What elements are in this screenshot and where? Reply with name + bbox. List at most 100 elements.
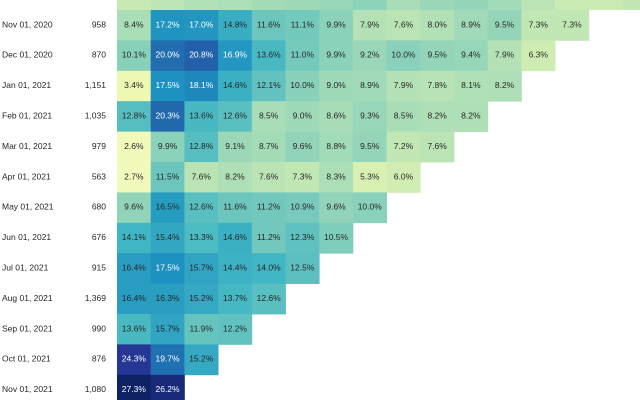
heatmap-cell: [117, 131, 152, 163]
cell-value-label: 8.9%: [461, 19, 481, 29]
heatmap-cell: [285, 101, 320, 132]
heatmap-cell: [251, 283, 286, 315]
heatmap-cell: [454, 70, 489, 102]
row-label: Mar 01, 2021: [2, 141, 52, 151]
heatmap-cell: [117, 253, 152, 284]
cell-value-label: 9.5%: [495, 19, 515, 29]
cohort-size-label: 979: [92, 141, 106, 151]
cell-value-label: 3.4%: [124, 80, 144, 90]
heatmap-cell: [150, 253, 185, 284]
cell-value-label: 9.3%: [360, 110, 380, 120]
heatmap-cell: [386, 162, 421, 193]
cell-value-label: 17.5%: [155, 262, 180, 272]
heatmap-cell-partial: [487, 0, 522, 10]
cell-value-label: 13.6%: [189, 110, 214, 120]
heatmap-cell-partial: [386, 0, 421, 10]
cell-value-label: 17.0%: [189, 19, 214, 29]
cell-value-label: 9.4%: [461, 50, 481, 60]
heatmap-cell: [285, 253, 320, 284]
cell-value-label: 14.6%: [223, 232, 248, 242]
heatmap-cell: [150, 283, 185, 315]
row-label: Nov 01, 2020: [2, 19, 53, 29]
heatmap-cell: [218, 253, 253, 284]
heatmap-cell: [319, 192, 354, 224]
heatmap-cell: [386, 131, 421, 163]
heatmap-cell: [285, 192, 320, 224]
heatmap-cell: [150, 374, 185, 400]
cell-value-label: 15.7%: [189, 262, 214, 272]
heatmap-cell: [352, 162, 387, 193]
cell-value-label: 9.6%: [326, 202, 346, 212]
cell-value-label: 7.6%: [192, 171, 212, 181]
heatmap-cell: [386, 10, 421, 41]
heatmap-cell-partial: [218, 0, 253, 10]
heatmap-cell: [285, 40, 320, 72]
heatmap-cell: [218, 10, 253, 41]
heatmap-cell-partial: [521, 0, 556, 10]
cell-value-label: 19.7%: [155, 354, 180, 364]
heatmap-cell: [352, 101, 387, 132]
heatmap-cell: [352, 70, 387, 102]
cohort-size-label: 958: [92, 19, 106, 29]
cell-value-label: 14.0%: [257, 262, 282, 272]
heatmap-cell-partial: [150, 0, 185, 10]
heatmap-cell: [117, 314, 152, 345]
cell-value-label: 24.3%: [122, 354, 147, 364]
cell-value-label: 15.4%: [155, 232, 180, 242]
cell-value-label: 7.3%: [562, 19, 582, 29]
heatmap-cell: [319, 40, 354, 72]
cell-value-label: 12.6%: [189, 202, 214, 212]
heatmap-cell: [555, 10, 590, 41]
row-label: Oct 01, 2021: [2, 354, 51, 364]
heatmap-cell: [184, 162, 219, 193]
heatmap-cell: [420, 70, 455, 102]
cell-value-label: 11.5%: [156, 171, 180, 181]
heatmap-cell: [251, 253, 286, 284]
cell-value-label: 7.6%: [427, 141, 447, 151]
cell-value-label: 8.6%: [326, 110, 346, 120]
cohort-size-label: 676: [92, 232, 106, 242]
cell-value-label: 16.3%: [155, 293, 180, 303]
cell-value-label: 8.7%: [259, 141, 279, 151]
cell-value-label: 8.5%: [259, 110, 279, 120]
cell-value-label: 9.9%: [158, 141, 178, 151]
cell-value-label: 14.1%: [122, 232, 147, 242]
heatmap-cell: [319, 131, 354, 163]
heatmap-cell: [218, 192, 253, 224]
heatmap-cell: [487, 10, 522, 41]
cohort-size-label: 680: [92, 202, 106, 212]
cell-value-label: 7.9%: [495, 50, 515, 60]
heatmap-cell: [117, 374, 152, 400]
cell-value-label: 9.5%: [427, 50, 447, 60]
cell-value-label: 10.0%: [391, 50, 416, 60]
cell-value-label: 8.2%: [427, 110, 447, 120]
cohort-size-label: 1,080: [85, 384, 107, 394]
heatmap-cell: [150, 192, 185, 224]
cell-value-label: 8.4%: [124, 19, 144, 29]
row-label: Nov 01, 2021: [2, 384, 53, 394]
cell-value-label: 20.8%: [189, 50, 214, 60]
cell-value-label: 11.2%: [257, 202, 281, 212]
cell-value-label: 2.7%: [124, 171, 144, 181]
heatmap-cell: [420, 40, 455, 72]
heatmap-cell: [150, 344, 185, 376]
cell-value-label: 16.9%: [223, 50, 248, 60]
cell-value-label: 13.6%: [122, 323, 147, 333]
heatmap-cell: [251, 222, 286, 254]
cell-value-label: 10.9%: [290, 202, 315, 212]
heatmap-cell: [487, 40, 522, 72]
cohort-size-label: 1,151: [85, 80, 107, 90]
heatmap-cell: [184, 101, 219, 132]
heatmap-cell: [454, 40, 489, 72]
cell-value-label: 7.8%: [427, 80, 447, 90]
heatmap-cell: [218, 283, 253, 315]
cohort-size-label: 876: [92, 354, 106, 364]
cell-value-label: 16.4%: [122, 262, 147, 272]
cell-value-label: 7.6%: [259, 171, 279, 181]
heatmap-cell: [117, 344, 152, 376]
cohort-size-label: 1,369: [85, 293, 107, 303]
heatmap-cell: [285, 131, 320, 163]
heatmap-cell: [352, 40, 387, 72]
cell-value-label: 8.2%: [461, 110, 481, 120]
heatmap-cell: [521, 40, 556, 72]
